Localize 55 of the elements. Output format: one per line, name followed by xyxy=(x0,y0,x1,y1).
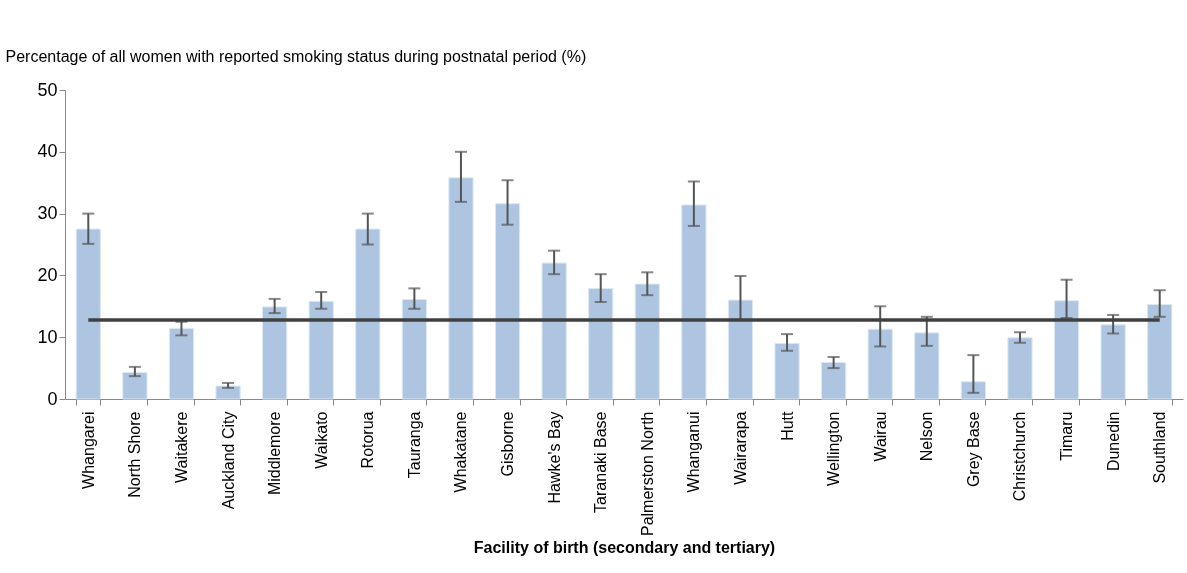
x-tick-label: Grey Base xyxy=(964,411,982,488)
bar xyxy=(122,371,148,400)
bar xyxy=(355,228,381,400)
x-tick-label: Wairau xyxy=(871,411,889,462)
bar xyxy=(308,300,334,400)
bar xyxy=(168,328,195,400)
x-tick-label: Tauranga xyxy=(405,411,423,479)
y-axis-title: Percentage of all women with reported smoking status during postnatal period (%) xyxy=(5,47,587,65)
x-tick-label: Rotorua xyxy=(359,411,377,469)
bar xyxy=(634,283,660,400)
x-tick-label: Whakatane xyxy=(452,411,470,493)
bar xyxy=(821,362,847,400)
x-tick-label: Wairarapa xyxy=(731,411,749,485)
x-tick-label: Christchurch xyxy=(1011,411,1029,502)
y-tick-label: 30 xyxy=(37,203,58,224)
bar xyxy=(1100,324,1126,400)
x-tick-label: Middlemore xyxy=(266,411,284,496)
x-tick-label: Dunedin xyxy=(1104,411,1122,472)
bar xyxy=(867,328,893,400)
x-tick-label: Whanganui xyxy=(685,411,703,493)
bar xyxy=(401,299,427,400)
x-tick-label: Nelson xyxy=(918,411,936,462)
bar xyxy=(448,177,474,400)
y-tick-label: 0 xyxy=(47,388,58,409)
bar xyxy=(1053,300,1080,400)
x-tick-label: Whangarei xyxy=(79,411,97,489)
bar xyxy=(914,332,940,400)
bar xyxy=(727,299,754,400)
bar xyxy=(262,306,288,400)
x-tick-label: Palmerston North xyxy=(638,411,656,536)
x-tick-label: Taranaki Base xyxy=(592,411,610,513)
x-tick-label: Auckland City xyxy=(219,411,237,510)
y-tick-label: 50 xyxy=(37,79,58,100)
x-tick-label: Waikato xyxy=(312,411,330,469)
bar xyxy=(1147,303,1173,400)
x-tick-label: Gisborne xyxy=(499,411,517,477)
bar xyxy=(215,385,241,400)
bar xyxy=(75,228,101,400)
x-tick-label: North Shore xyxy=(126,411,144,498)
x-tick-label: Southland xyxy=(1151,411,1169,484)
bar xyxy=(494,203,521,400)
y-tick-label: 10 xyxy=(37,326,58,347)
bar xyxy=(588,287,614,400)
bar xyxy=(681,204,707,400)
x-tick-label: Hutt xyxy=(778,410,796,441)
x-tick-label: Timaru xyxy=(1058,411,1076,461)
bar xyxy=(1007,337,1033,400)
x-tick-label: Wellington xyxy=(825,411,843,486)
bar xyxy=(774,342,800,400)
y-tick-label: 40 xyxy=(37,141,58,162)
x-tick-label: Waitakere xyxy=(172,411,190,483)
x-tick-label: Hawke's Bay xyxy=(545,411,563,504)
y-tick-label: 20 xyxy=(37,264,58,285)
x-axis-title: Facility of birth (secondary and tertiary) xyxy=(473,538,776,556)
bar xyxy=(541,262,567,400)
